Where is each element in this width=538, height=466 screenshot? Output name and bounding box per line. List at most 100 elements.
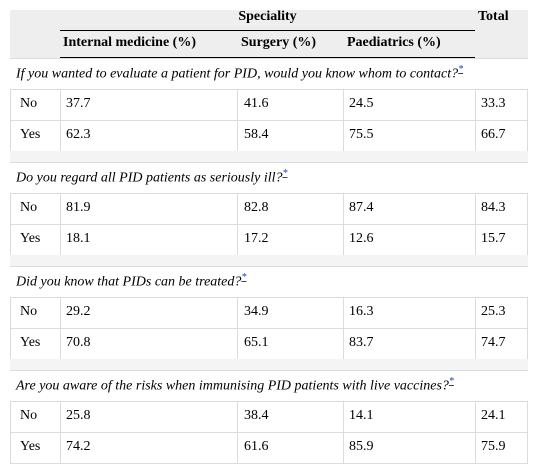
- border: [10, 401, 528, 402]
- border: [10, 193, 528, 194]
- cell-value: 25.8: [66, 408, 91, 423]
- rule: [60, 30, 475, 31]
- border: [237, 89, 238, 120]
- border: [237, 224, 238, 255]
- cell-value: 70.8: [66, 335, 91, 350]
- border: [343, 193, 344, 224]
- border: [343, 297, 344, 328]
- cell-value: 74.7: [481, 335, 506, 350]
- border: [475, 193, 476, 224]
- cell-value: 18.1: [66, 231, 91, 246]
- border: [60, 401, 61, 432]
- separator: [10, 255, 528, 266]
- question: If you wanted to evaluate a patient for …: [16, 64, 464, 82]
- cell-value: 17.2: [244, 231, 269, 246]
- border: [10, 432, 528, 433]
- cell-value: 62.3: [66, 127, 91, 142]
- cell-value: 58.4: [244, 127, 269, 142]
- cell-value: 75.9: [481, 439, 506, 454]
- border: [237, 328, 238, 359]
- border: [60, 328, 61, 359]
- border: [10, 224, 11, 255]
- border: [475, 120, 476, 151]
- footnote-link[interactable]: *: [282, 168, 288, 179]
- border: [527, 89, 528, 120]
- border: [10, 328, 11, 359]
- border: [10, 224, 528, 225]
- cell-value: 29.2: [66, 304, 91, 319]
- border: [10, 463, 528, 464]
- border: [343, 120, 344, 151]
- question: Do you regard all PID patients as seriou…: [16, 168, 288, 186]
- border: [10, 401, 11, 432]
- border: [237, 401, 238, 432]
- cell-value: 38.4: [244, 408, 269, 423]
- border: [10, 328, 528, 329]
- cell-value: 41.6: [244, 96, 269, 111]
- border: [527, 224, 528, 255]
- border: [343, 401, 344, 432]
- border: [10, 58, 528, 59]
- row-label: Yes: [20, 231, 41, 246]
- cell-value: 25.3: [481, 304, 506, 319]
- cell-value: 12.6: [349, 231, 374, 246]
- cell-value: 33.3: [481, 96, 506, 111]
- row-label: Yes: [20, 127, 41, 142]
- border: [343, 89, 344, 120]
- border: [527, 120, 528, 151]
- group-header: Speciality: [238, 9, 297, 24]
- border: [237, 120, 238, 151]
- border: [10, 432, 11, 463]
- table-header: [10, 10, 528, 58]
- border: [60, 297, 61, 328]
- border: [10, 370, 528, 371]
- cell-value: 14.1: [349, 408, 374, 423]
- border: [475, 224, 476, 255]
- cell-value: 83.7: [349, 335, 374, 350]
- border: [60, 89, 61, 120]
- row-label: No: [20, 96, 38, 111]
- border: [527, 297, 528, 328]
- cell-value: 75.5: [349, 127, 374, 142]
- border: [527, 432, 528, 463]
- border: [10, 193, 11, 224]
- cell-value: 85.9: [349, 439, 374, 454]
- border: [10, 120, 528, 121]
- footnote-link[interactable]: *: [448, 376, 454, 387]
- cell-value: 74.2: [66, 439, 91, 454]
- border: [475, 401, 476, 432]
- row-label: No: [20, 200, 38, 215]
- rule: [60, 57, 475, 58]
- border: [60, 120, 61, 151]
- border: [60, 193, 61, 224]
- cell-value: 24.5: [349, 96, 374, 111]
- border: [343, 432, 344, 463]
- border: [475, 432, 476, 463]
- border: [60, 224, 61, 255]
- row-label: Yes: [20, 439, 41, 454]
- border: [343, 224, 344, 255]
- footnote-link[interactable]: *: [241, 272, 247, 283]
- separator: [10, 151, 528, 162]
- footnote-link[interactable]: *: [458, 64, 464, 75]
- cell-value: 87.4: [349, 200, 374, 215]
- border: [527, 328, 528, 359]
- border: [10, 297, 11, 328]
- column-header: Surgery (%): [241, 35, 317, 50]
- cell-value: 37.7: [66, 96, 91, 111]
- border: [475, 297, 476, 328]
- border: [60, 432, 61, 463]
- border: [237, 432, 238, 463]
- cell-value: 82.8: [244, 200, 269, 215]
- border: [527, 401, 528, 432]
- question: Did you know that PIDs can be treated?*: [16, 272, 247, 290]
- border: [10, 89, 528, 90]
- border: [237, 297, 238, 328]
- row-label: No: [20, 304, 38, 319]
- border: [10, 89, 11, 120]
- cell-value: 15.7: [481, 231, 506, 246]
- question: Are you aware of the risks when immunisi…: [16, 376, 454, 394]
- column-header: Paediatrics (%): [347, 35, 441, 50]
- cell-value: 16.3: [349, 304, 374, 319]
